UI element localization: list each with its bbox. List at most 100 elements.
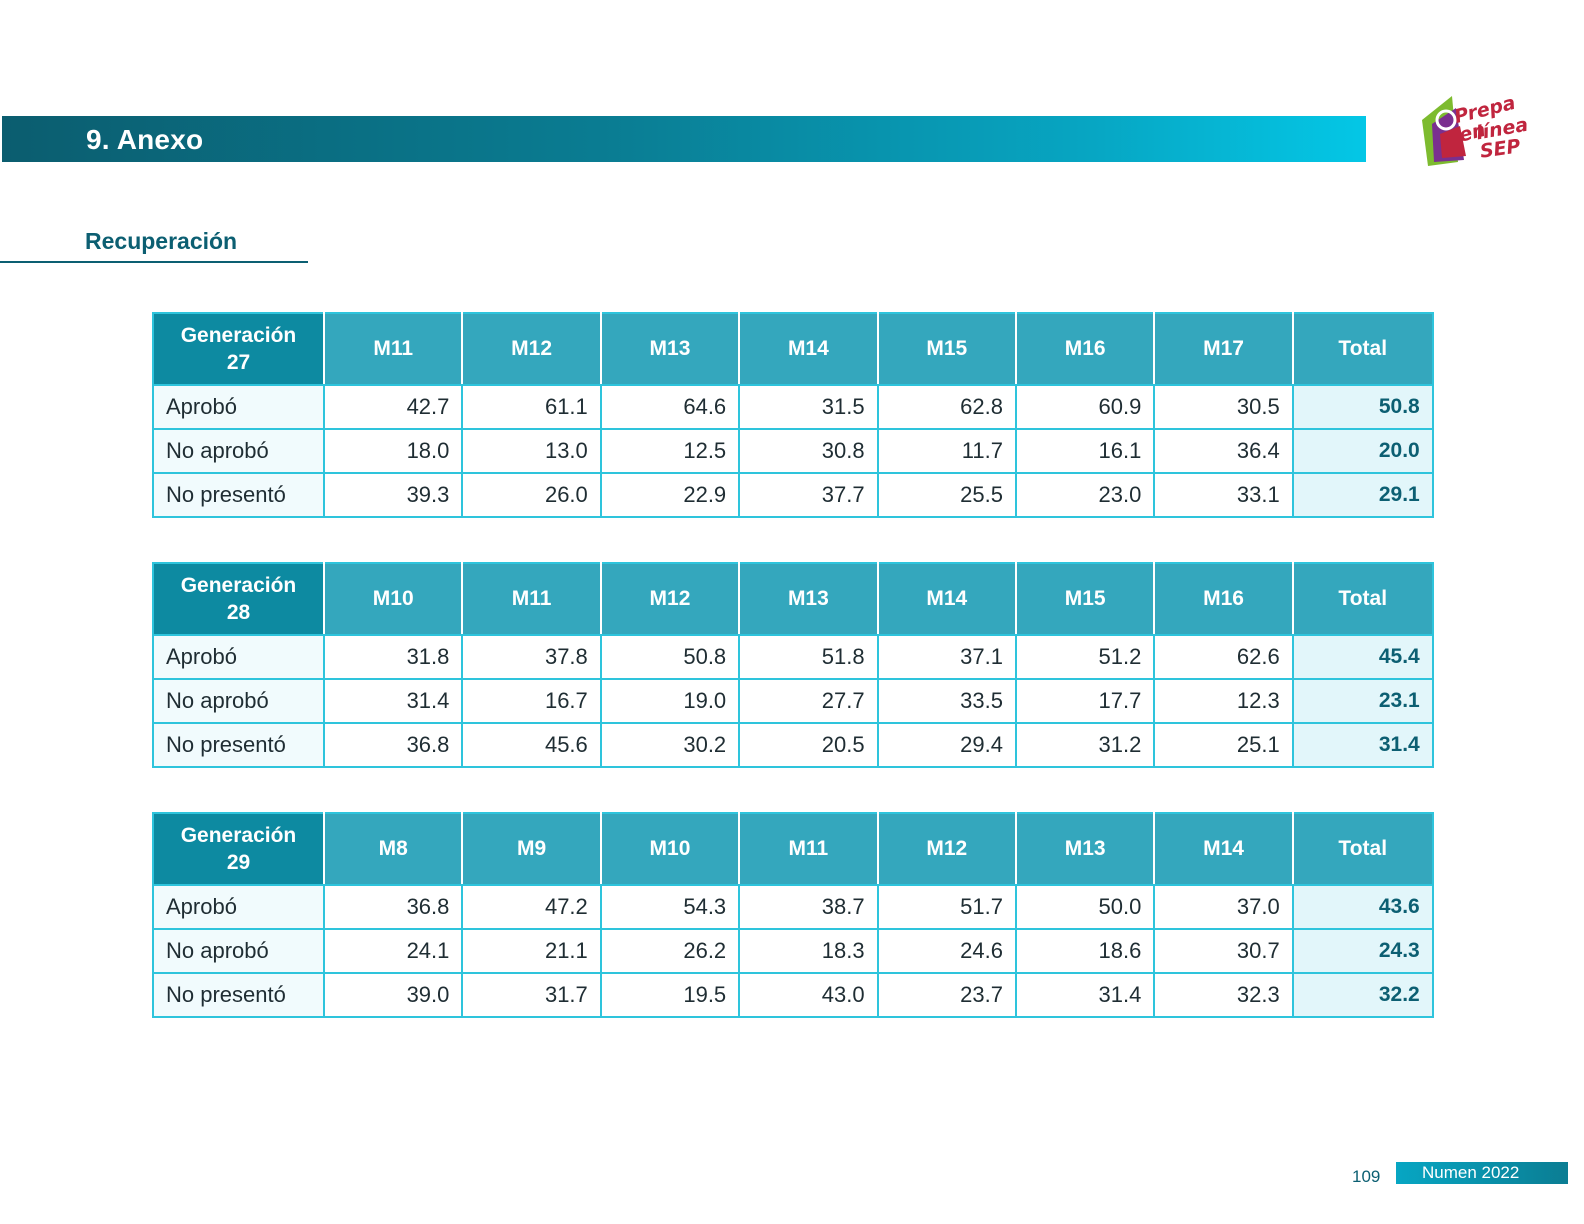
table-cell: 31.5 [738, 384, 879, 430]
table-cell: 37.8 [461, 634, 602, 680]
table-cell: 18.6 [1014, 928, 1156, 974]
table-cell: 50.0 [1014, 884, 1156, 930]
column-header: M14 [738, 312, 879, 386]
table-cell: 31.4 [1014, 972, 1156, 1018]
column-header: M10 [599, 812, 741, 886]
column-header-total: Total [1291, 562, 1434, 636]
table-cell: 51.2 [1014, 634, 1156, 680]
table-cell: 36.4 [1153, 428, 1294, 474]
table-cell: 37.7 [738, 472, 879, 518]
table-cell: 12.3 [1153, 678, 1294, 724]
column-header: M11 [738, 812, 879, 886]
table-header-row: Generación 29 M8 M9 M10 M11 M12 M13 M14 T… [152, 812, 1434, 886]
column-header: M13 [738, 562, 879, 636]
section-underline [0, 261, 308, 263]
table-cell: 25.5 [876, 472, 1017, 518]
table-cell: 39.0 [322, 972, 464, 1018]
column-header: M16 [1153, 562, 1294, 636]
row-label: Aprobó [152, 884, 325, 930]
generation-label: Generación [180, 574, 297, 597]
table-generacion-29: Generación 29 M8 M9 M10 M11 M12 M13 M14 T… [152, 812, 1434, 1018]
total-cell: 23.1 [1291, 678, 1434, 724]
row-label: Aprobó [152, 384, 325, 430]
table-cell: 36.8 [322, 884, 464, 930]
table-header-row: Generación 27 M11 M12 M13 M14 M15 M16 M17… [152, 312, 1434, 386]
generation-number: 28 [226, 601, 251, 624]
table-cell: 24.1 [322, 928, 464, 974]
table-cell: 42.7 [322, 384, 464, 430]
table-cell: 39.3 [322, 472, 464, 518]
section-title: Recuperación [85, 228, 238, 254]
column-header: M13 [1014, 812, 1156, 886]
table-row: No aprobó 31.4 16.7 19.0 27.7 33.5 17.7 … [152, 678, 1434, 724]
total-cell: 45.4 [1291, 634, 1434, 680]
generation-header: Generación 28 [152, 562, 325, 636]
table-cell: 13.0 [461, 428, 602, 474]
table-row: Aprobó 36.8 47.2 54.3 38.7 51.7 50.0 37.… [152, 884, 1434, 930]
table-cell: 12.5 [599, 428, 741, 474]
table-cell: 19.5 [599, 972, 741, 1018]
column-header: M16 [1014, 312, 1156, 386]
column-header: M15 [1014, 562, 1156, 636]
table-cell: 38.7 [738, 884, 879, 930]
column-header: M17 [1153, 312, 1294, 386]
total-cell: 24.3 [1291, 928, 1434, 974]
column-header: M12 [461, 312, 602, 386]
total-cell: 20.0 [1291, 428, 1434, 474]
page-number: 109 [1352, 1167, 1381, 1186]
table-cell: 23.7 [876, 972, 1017, 1018]
footer-publication-bar: Numen 2022 [1396, 1162, 1568, 1184]
table-cell: 18.0 [322, 428, 464, 474]
table-cell: 62.6 [1153, 634, 1294, 680]
table-cell: 22.9 [599, 472, 741, 518]
table-cell: 50.8 [599, 634, 741, 680]
table-cell: 19.0 [599, 678, 741, 724]
table-cell: 20.5 [738, 722, 879, 768]
total-cell: 29.1 [1291, 472, 1434, 518]
table-cell: 37.0 [1153, 884, 1294, 930]
table-cell: 17.7 [1014, 678, 1156, 724]
table-row: No aprobó 18.0 13.0 12.5 30.8 11.7 16.1 … [152, 428, 1434, 474]
column-header: M9 [461, 812, 602, 886]
column-header: M15 [876, 312, 1017, 386]
table-cell: 33.1 [1153, 472, 1294, 518]
section-banner: 9. Anexo [2, 116, 1366, 162]
table-cell: 31.4 [322, 678, 464, 724]
column-header: M11 [461, 562, 602, 636]
table-header-row: Generación 28 M10 M11 M12 M13 M14 M15 M16… [152, 562, 1434, 636]
table-cell: 43.0 [738, 972, 879, 1018]
generation-label: Generación [180, 324, 297, 347]
table-row: Aprobó 42.7 61.1 64.6 31.5 62.8 60.9 30.… [152, 384, 1434, 430]
table-cell: 51.7 [876, 884, 1017, 930]
column-header-total: Total [1291, 312, 1434, 386]
generation-number: 29 [226, 851, 251, 874]
table-cell: 36.8 [322, 722, 464, 768]
total-cell: 43.6 [1291, 884, 1434, 930]
table-cell: 11.7 [876, 428, 1017, 474]
column-header: M14 [1153, 812, 1294, 886]
table-cell: 16.7 [461, 678, 602, 724]
row-label: No presentó [152, 972, 325, 1018]
table-cell: 64.6 [599, 384, 741, 430]
row-label: No presentó [152, 472, 325, 518]
table-cell: 62.8 [876, 384, 1017, 430]
prepa-en-linea-logo: Prepa en línea SEP [1420, 90, 1540, 174]
table-generacion-27: Generación 27 M11 M12 M13 M14 M15 M16 M17… [152, 312, 1434, 518]
generation-number: 27 [226, 351, 251, 374]
publication-name: Numen 2022 [1422, 1163, 1520, 1182]
column-header-total: Total [1291, 812, 1434, 886]
column-header: M10 [322, 562, 464, 636]
generation-label: Generación [180, 824, 297, 847]
column-header: M8 [322, 812, 464, 886]
table-cell: 30.5 [1153, 384, 1294, 430]
total-cell: 31.4 [1291, 722, 1434, 768]
column-header: M12 [599, 562, 741, 636]
column-header: M13 [599, 312, 741, 386]
row-label: Aprobó [152, 634, 325, 680]
table-cell: 23.0 [1014, 472, 1156, 518]
row-label: No aprobó [152, 428, 325, 474]
table-row: Aprobó 31.8 37.8 50.8 51.8 37.1 51.2 62.… [152, 634, 1434, 680]
table-cell: 60.9 [1014, 384, 1156, 430]
table-cell: 27.7 [738, 678, 879, 724]
table-generacion-28: Generación 28 M10 M11 M12 M13 M14 M15 M16… [152, 562, 1434, 768]
